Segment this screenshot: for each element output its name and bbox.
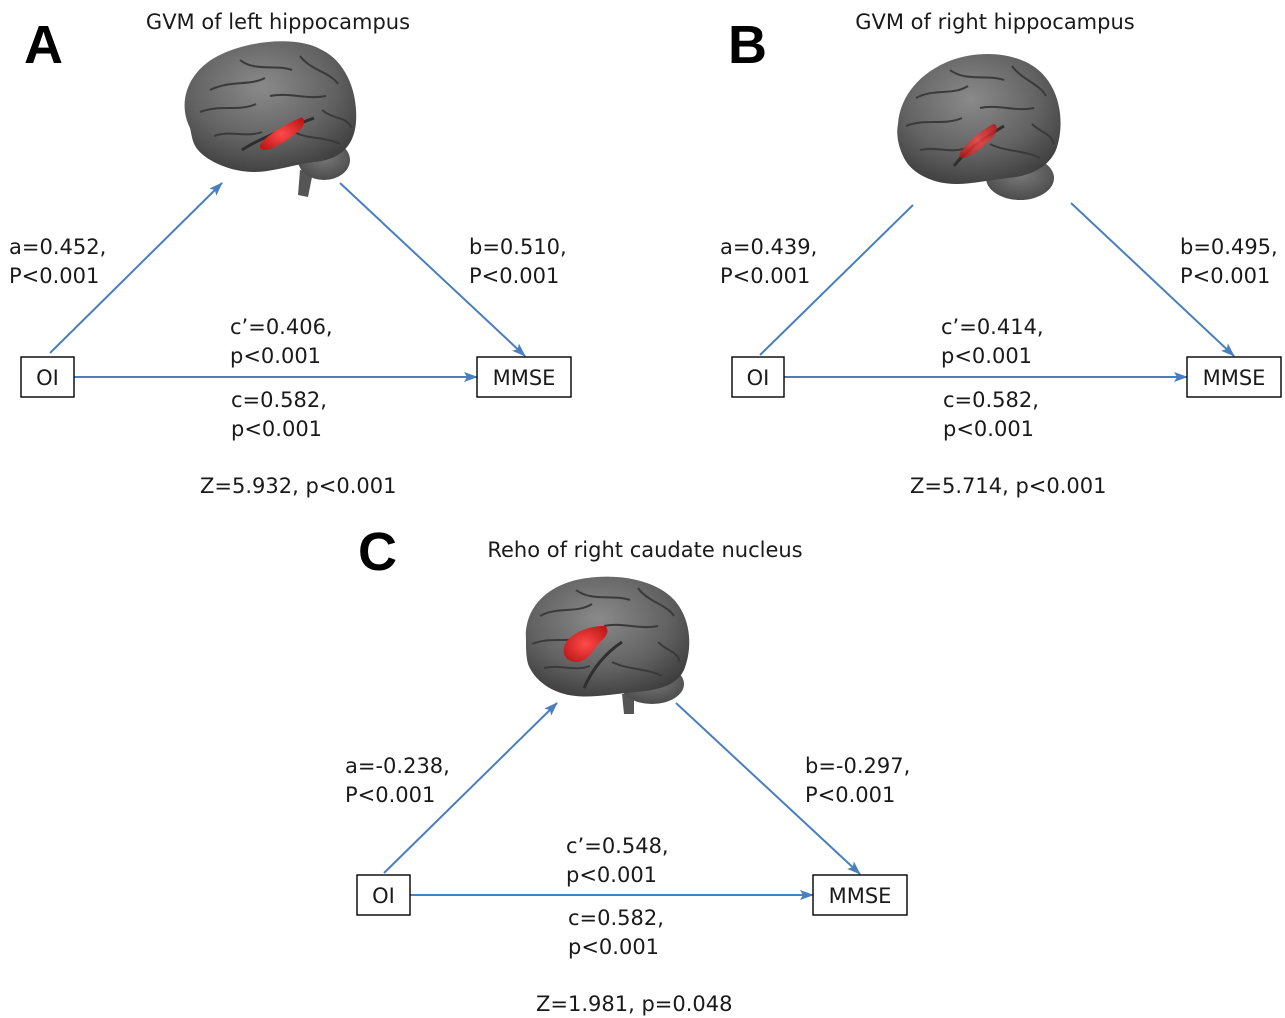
node-label: MMSE <box>829 884 892 908</box>
path-c-p: p<0.001 <box>231 417 322 441</box>
path-b-coef: b=-0.297, <box>805 754 910 778</box>
path-a-arrow <box>383 702 558 874</box>
node-mmse: MMSE <box>1186 356 1282 398</box>
z-test: Z=5.714, p<0.001 <box>910 474 1107 498</box>
path-c-prime-p: p<0.001 <box>230 344 321 368</box>
path-c-prime-coef: c’=0.406, <box>230 315 333 339</box>
node-label: OI <box>36 366 59 390</box>
path-a-arrow <box>759 204 914 356</box>
path-a-p: P<0.001 <box>720 264 810 288</box>
node-label: MMSE <box>493 366 556 390</box>
path-b-arrow <box>339 182 526 357</box>
path-c-prime-coef: c’=0.548, <box>566 834 669 858</box>
path-c-coef: c=0.582, <box>568 906 664 930</box>
path-b-p: P<0.001 <box>805 783 895 807</box>
path-b-coef: b=0.495, <box>1180 235 1278 259</box>
panel-c: C Reho of right caudate nucleus OI MMSE … <box>345 522 910 1016</box>
path-b-p: P<0.001 <box>1180 264 1270 288</box>
path-a-coef: a=-0.238, <box>345 754 450 778</box>
path-c-prime-p: p<0.001 <box>941 344 1032 368</box>
node-label: OI <box>747 366 770 390</box>
panel-letter: C <box>358 522 397 582</box>
brain-right-lateral-icon <box>525 576 690 714</box>
path-b-coef: b=0.510, <box>469 235 567 259</box>
panel-a: A GVM of left hippocampus OI MMSE a=0.45… <box>9 10 572 498</box>
node-oi: OI <box>731 356 785 398</box>
path-c-prime-p: p<0.001 <box>566 863 657 887</box>
panel-title: GVM of right hippocampus <box>855 10 1134 34</box>
path-b-p: P<0.001 <box>469 264 559 288</box>
panel-title: GVM of left hippocampus <box>146 10 410 34</box>
panel-letter: B <box>728 15 767 75</box>
node-label: OI <box>372 884 395 908</box>
path-b-arrow <box>1070 202 1235 357</box>
path-c-p: p<0.001 <box>943 417 1034 441</box>
panel-title: Reho of right caudate nucleus <box>487 538 802 562</box>
path-a-coef: a=0.452, <box>9 235 106 259</box>
panel-letter: A <box>24 15 63 75</box>
panel-b: B GVM of right hippocampus OI MMSE a=0.4… <box>720 10 1282 498</box>
path-a-p: P<0.001 <box>9 264 99 288</box>
path-b-arrow <box>675 702 861 875</box>
path-c-coef: c=0.582, <box>231 388 327 412</box>
node-label: MMSE <box>1203 366 1266 390</box>
z-test: Z=1.981, p=0.048 <box>536 992 733 1016</box>
brain-right-lateral-icon <box>897 54 1061 200</box>
brain-left-lateral-icon <box>184 41 357 197</box>
node-mmse: MMSE <box>476 356 572 398</box>
node-oi: OI <box>356 874 411 916</box>
node-mmse: MMSE <box>812 874 908 916</box>
path-c-prime-coef: c’=0.414, <box>941 315 1044 339</box>
path-a-p: P<0.001 <box>345 783 435 807</box>
path-c-p: p<0.001 <box>568 935 659 959</box>
node-oi: OI <box>20 356 75 398</box>
z-test: Z=5.932, p<0.001 <box>200 474 397 498</box>
path-a-coef: a=0.439, <box>720 235 817 259</box>
path-a-arrow <box>49 182 223 354</box>
path-c-coef: c=0.582, <box>943 388 1039 412</box>
